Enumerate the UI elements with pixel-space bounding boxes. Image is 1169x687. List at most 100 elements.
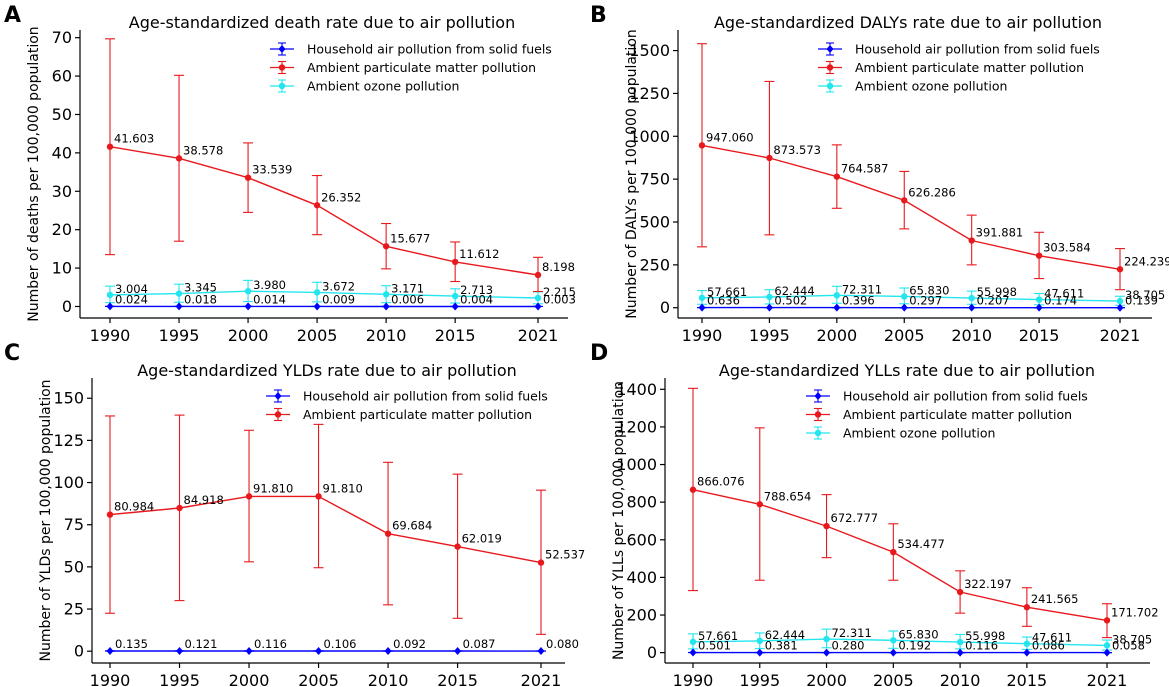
legend-entry: Ambient particulate matter pollution [266, 407, 532, 422]
data-point [384, 530, 392, 537]
data-label: 38.705 [1125, 288, 1165, 302]
legend-marker [274, 392, 282, 400]
data-point [890, 637, 897, 644]
y-tick-label: 50 [52, 105, 72, 124]
data-point [451, 292, 459, 300]
legend-label: Household air pollution from solid fuels [843, 389, 1088, 404]
data-point [313, 302, 321, 311]
data-label: 866.076 [697, 475, 745, 489]
data-label: 3.171 [391, 281, 424, 295]
data-label: 72.311 [832, 626, 872, 640]
data-point [1035, 296, 1043, 303]
series-ambient-ozone-pollution [105, 279, 543, 305]
y-axis-label: Number of deaths per 100,000 population [26, 26, 42, 321]
data-label: 873.573 [773, 143, 821, 157]
legend-entry: Household air pollution from solid fuels [806, 389, 1088, 404]
data-point [956, 648, 964, 657]
data-point [900, 303, 908, 312]
panel-letter: D [590, 341, 608, 366]
data-label: 2.713 [460, 283, 493, 297]
y-tick-label: 1200 [616, 417, 657, 436]
x-tick-label: 2015 [437, 671, 478, 687]
data-label: 65.830 [909, 283, 949, 297]
data-label: 91.810 [323, 481, 363, 495]
data-label: 0.018 [184, 292, 217, 306]
data-label: 0.192 [898, 639, 931, 653]
data-point [245, 646, 253, 655]
data-label: 0.087 [463, 637, 496, 651]
data-label: 171.702 [1111, 605, 1159, 619]
data-point [698, 294, 706, 302]
y-tick-label: 60 [52, 67, 72, 86]
data-point [766, 154, 773, 162]
data-label: 33.539 [252, 163, 292, 177]
legend-label: Household air pollution from solid fuels [303, 389, 548, 404]
panel-letter: B [590, 3, 607, 28]
data-point [766, 293, 773, 301]
data-point [1023, 640, 1031, 647]
data-point [244, 174, 252, 181]
y-tick-label: 200 [626, 606, 657, 625]
x-tick-label: 2010 [366, 326, 407, 345]
data-point [1103, 648, 1111, 657]
data-point [890, 548, 897, 556]
data-point [823, 648, 831, 657]
data-point [1035, 252, 1043, 259]
data-point [175, 290, 183, 297]
data-label: 72.311 [842, 282, 882, 296]
chart-panel-a: A Age-standardized death rate due to air … [4, 3, 576, 345]
legend-entry: Household air pollution from solid fuels [270, 42, 552, 57]
data-label: 41.603 [114, 132, 154, 146]
x-tick-label: 2021 [1087, 671, 1128, 687]
x-tick-label: 1990 [90, 671, 131, 687]
y-tick-label: 500 [639, 213, 670, 232]
legend-label: Ambient particulate matter pollution [843, 407, 1072, 422]
data-point [176, 504, 183, 512]
data-label: 0.396 [842, 294, 875, 308]
data-label: 57.661 [698, 629, 738, 643]
series-household-air-pollution-from-solid-fuels [105, 646, 546, 656]
data-point [756, 501, 763, 508]
y-tick-label: 150 [53, 389, 84, 408]
chart-title: Age-standardized DALYs rate due to air p… [714, 13, 1102, 32]
data-label: 0.014 [253, 292, 286, 306]
x-tick-label: 2000 [806, 671, 847, 687]
data-label: 0.121 [185, 637, 218, 651]
data-point [956, 588, 964, 596]
data-label: 947.060 [706, 130, 754, 144]
series-household-air-pollution-from-solid-fuels [697, 303, 1125, 312]
data-label: 391.881 [976, 226, 1024, 240]
data-point [175, 302, 183, 311]
data-point [244, 302, 252, 311]
legend-marker [278, 45, 286, 53]
y-tick-label: 1400 [616, 380, 657, 399]
x-tick-label: 2015 [435, 326, 476, 345]
data-label: 672.777 [831, 511, 879, 525]
data-label: 303.584 [1043, 241, 1091, 255]
data-point [689, 638, 697, 646]
data-point [245, 493, 253, 500]
y-tick-label: 0 [660, 298, 670, 317]
y-tick-label: 250 [639, 255, 670, 274]
legend-marker [278, 64, 286, 71]
chart-title: Age-standardized death rate due to air p… [129, 13, 515, 32]
x-tick-label: 1990 [673, 671, 714, 687]
series-ambient-particulate-matter-pollution [697, 43, 1125, 291]
data-label: 15.677 [390, 231, 430, 245]
y-axis-label: Number of YLLs per 100,000 population [611, 381, 627, 660]
chart-panel-b: B Age-standardized DALYs rate due to air … [590, 3, 1169, 345]
y-tick-label: 400 [626, 568, 657, 587]
data-point [176, 646, 184, 655]
y-tick-label: 1000 [616, 455, 657, 474]
y-tick-label: 50 [64, 557, 84, 576]
y-tick-label: 25 [64, 600, 84, 619]
y-tick-label: 125 [53, 431, 84, 450]
data-label: 0.058 [1112, 639, 1145, 653]
data-point [106, 646, 114, 655]
data-label: 0.092 [393, 637, 426, 651]
data-point [889, 648, 897, 657]
series-ambient-particulate-matter-pollution [105, 38, 543, 293]
data-label: 788.654 [764, 489, 812, 503]
data-label: 62.444 [765, 628, 805, 642]
data-point [384, 647, 392, 656]
